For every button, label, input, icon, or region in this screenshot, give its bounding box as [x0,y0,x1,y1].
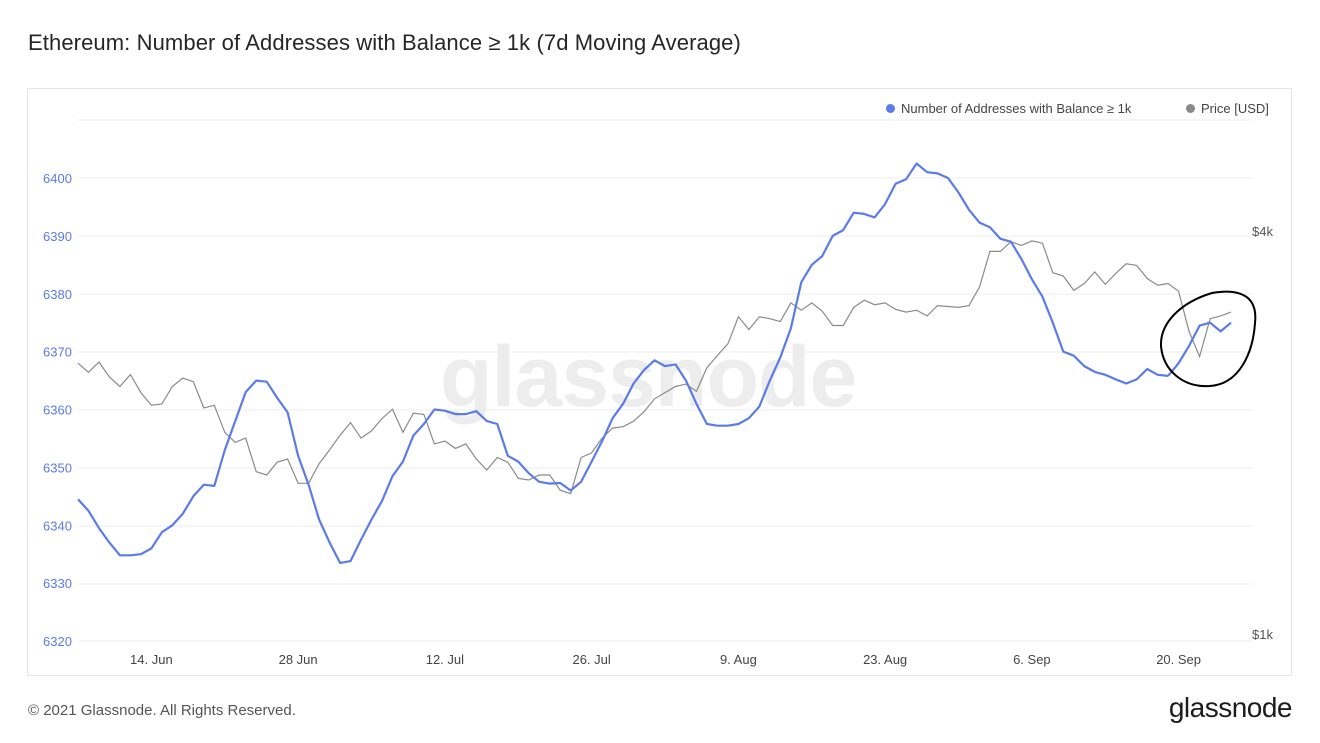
legend-item-addresses[interactable]: Number of Addresses with Balance ≥ 1k [886,101,1131,116]
y-left-tick-label: 6400 [43,171,72,186]
addresses-series-line [77,162,1169,565]
addresses-series-line-tail [1167,321,1232,377]
x-tick-label: 6. Sep [1013,652,1051,667]
x-tick-label: 26. Jul [572,652,610,667]
legend-item-price[interactable]: Price [USD] [1186,101,1269,116]
legend-label-price: Price [USD] [1201,101,1269,116]
y-right-tick-label: $1k [1252,627,1273,642]
footer-logo: glassnode [1168,692,1293,723]
y-left-tick-label: 6380 [43,287,72,302]
x-tick-label: 9. Aug [720,652,757,667]
y-left-tick-label: 6330 [43,576,72,591]
y-left-tick-label: 6360 [43,403,72,418]
legend-dot-addresses [886,104,895,113]
legend-label-addresses: Number of Addresses with Balance ≥ 1k [901,101,1132,116]
x-tick-label: 14. Jun [130,652,173,667]
annotation-circle [1159,290,1257,388]
chart-title: Ethereum: Number of Addresses with Balan… [28,30,741,55]
chart-frame [27,88,1292,676]
y-left-tick-label: 6390 [43,229,72,244]
x-tick-label: 23. Aug [863,652,907,667]
y-left-tick-label: 6370 [43,345,72,360]
y-left-tick-label: 6320 [43,634,72,649]
y-left-tick-label: 6340 [43,518,72,533]
y-left-tick-label: 6350 [43,460,72,475]
x-tick-label: 20. Sep [1156,652,1201,667]
x-tick-label: 12. Jul [426,652,464,667]
x-tick-label: 28 Jun [279,652,318,667]
legend-dot-price [1186,104,1195,113]
footer-copyright: © 2021 Glassnode. All Rights Reserved. [28,702,296,719]
y-right-tick-label: $4k [1252,224,1273,239]
price-series-line [77,240,1232,495]
